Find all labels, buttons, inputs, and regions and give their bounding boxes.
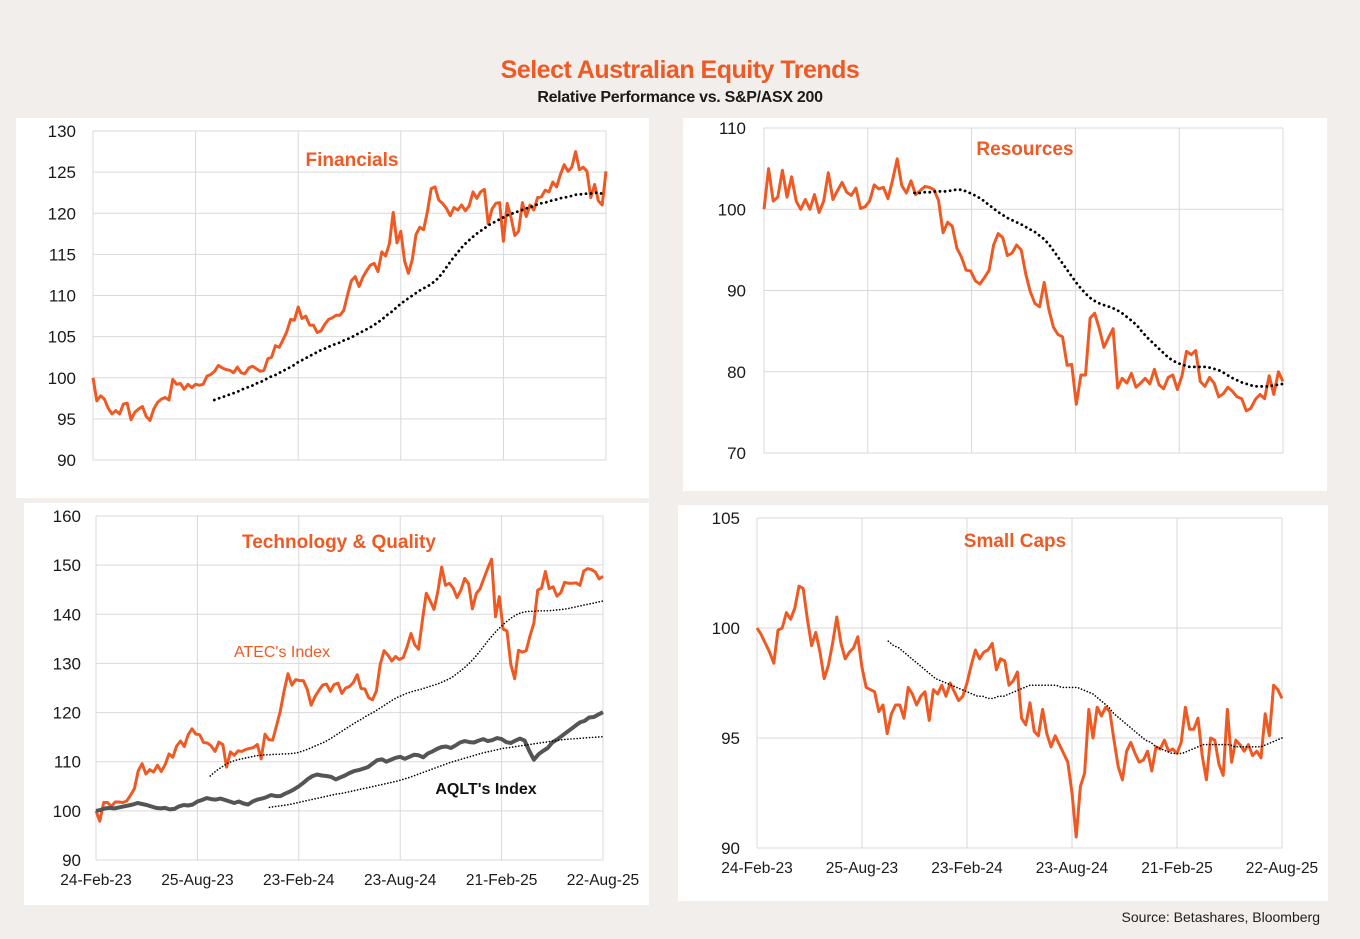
y-tick-label: 100: [48, 369, 76, 388]
y-tick-label: 115: [49, 245, 76, 264]
series-line-1: [887, 640, 1283, 755]
resources-chart-panel: 70 80 90 100 110 Resources: [683, 118, 1327, 491]
x-tick-label: 21-Feb-25: [466, 872, 538, 889]
series-line-1: [212, 191, 608, 402]
x-tick-label: 23-Aug-24: [1036, 860, 1109, 877]
chart-title: Financials: [306, 150, 399, 171]
y-tick-label: 160: [53, 507, 81, 526]
resources-chart: 70 80 90 100 110 Resources: [718, 119, 1285, 463]
x-tick-label: 22-Aug-25: [1246, 860, 1318, 877]
financials-chart: 90 95 100 105 110 115 120 125 130 Financials: [48, 122, 608, 470]
y-tick-label: 110: [49, 287, 76, 306]
y-tick-label: 70: [727, 444, 746, 463]
series-line-1: [209, 600, 604, 777]
y-tick-label: 120: [53, 704, 81, 723]
series-line-0: [91, 150, 608, 422]
series-line-0: [762, 157, 1285, 413]
x-tick-label: 24-Feb-23: [721, 860, 793, 877]
x-tick-label: 22-Aug-25: [567, 872, 639, 889]
page-subtitle: Relative Performance vs. S&P/ASX 200: [537, 89, 823, 106]
small-caps-chart: 90 95 100 105 24-Feb-23 25-Aug-23 23-Feb-24 23-…: [712, 509, 1319, 877]
series-annotation: AQLT's Index: [435, 781, 536, 798]
y-tick-label: 95: [721, 729, 740, 748]
x-tick-label: 23-Feb-24: [931, 860, 1003, 877]
y-tick-label: 125: [48, 163, 76, 182]
x-tick-label: 23-Aug-24: [364, 872, 437, 889]
y-tick-label: 90: [727, 282, 746, 301]
y-tick-label: 110: [719, 119, 746, 138]
series-line-0: [94, 557, 604, 823]
chart-title: Small Caps: [964, 531, 1066, 552]
y-tick-label: 140: [53, 605, 81, 624]
series-line-2: [95, 710, 604, 813]
y-tick-label: 100: [53, 802, 81, 821]
y-tick-label: 80: [727, 363, 746, 382]
technology-quality-chart-panel: 90 100 110 120 130 140 150 160 24-Feb-23 25-Aug-2…: [24, 503, 649, 905]
small-caps-chart-panel: 90 95 100 105 24-Feb-23 25-Aug-23 23-Feb-24 23-…: [678, 505, 1328, 901]
x-tick-label: 24-Feb-23: [60, 872, 132, 889]
x-tick-label: 25-Aug-23: [161, 872, 233, 889]
y-tick-label: 105: [712, 509, 740, 528]
series-line-0: [755, 584, 1284, 839]
y-tick-label: 90: [62, 851, 81, 870]
y-tick-label: 105: [48, 328, 76, 347]
x-tick-label: 25-Aug-23: [826, 860, 898, 877]
chart-title: Resources: [976, 139, 1073, 160]
y-tick-label: 130: [53, 654, 81, 673]
y-tick-label: 90: [57, 451, 76, 470]
y-tick-label: 100: [718, 200, 746, 219]
page-title: Select Australian Equity Trends: [500, 56, 860, 84]
y-tick-label: 130: [48, 122, 76, 141]
financials-chart-panel: 90 95 100 105 110 115 120 125 130 Financials: [16, 118, 649, 498]
y-tick-label: 150: [53, 556, 81, 575]
y-tick-label: 110: [54, 753, 81, 772]
source-note: Source: Betashares, Bloomberg: [1121, 909, 1320, 925]
series-annotation: ATEC's Index: [234, 644, 330, 661]
y-tick-label: 120: [48, 204, 76, 223]
x-tick-label: 23-Feb-24: [263, 872, 335, 889]
chart-title: Technology & Quality: [242, 532, 436, 553]
series-line-1: [913, 188, 1285, 388]
x-tick-label: 21-Feb-25: [1141, 860, 1213, 877]
technology-quality-chart: 90 100 110 120 130 140 150 160 24-Feb-23 25-Aug-2…: [53, 507, 640, 889]
y-tick-label: 95: [57, 410, 76, 429]
y-tick-label: 100: [712, 619, 740, 638]
y-tick-label: 90: [721, 839, 740, 858]
